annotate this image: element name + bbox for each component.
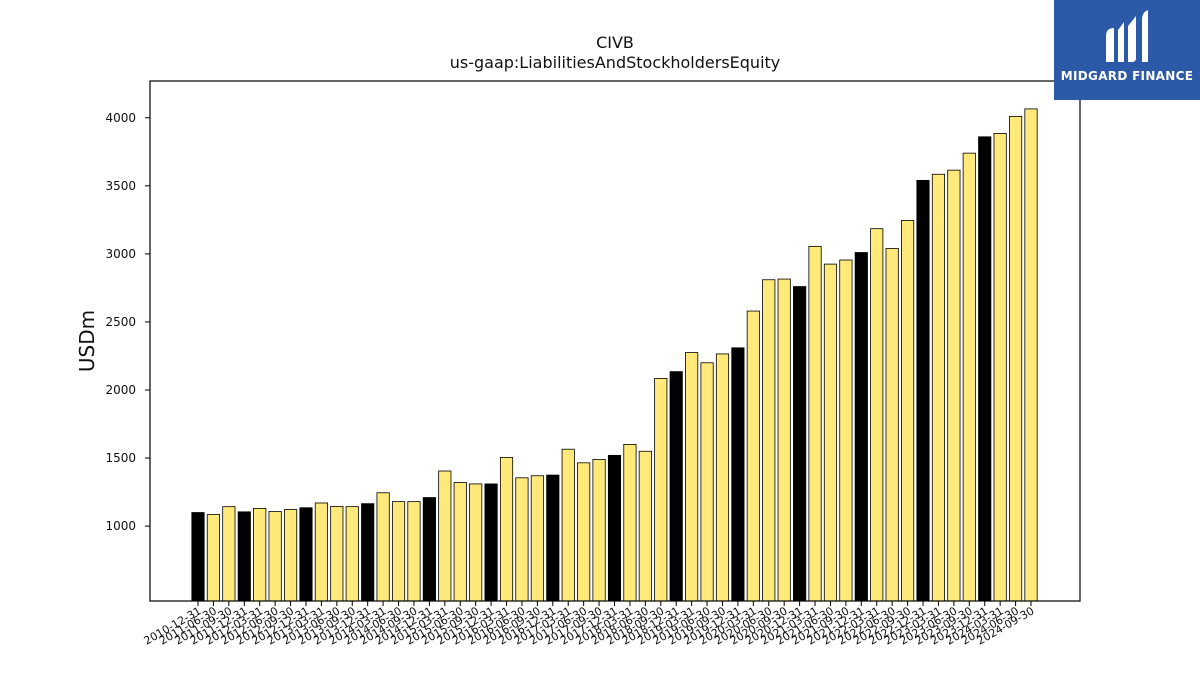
bar-2015-09-30	[469, 483, 483, 602]
y-axis-label: USDm	[75, 310, 99, 372]
bar-2018-09-30	[654, 378, 668, 602]
bar-2014-03-31	[376, 492, 390, 602]
bars-group	[191, 108, 1038, 602]
bar-2019-12-31	[731, 347, 745, 602]
chart-title: CIVB	[596, 33, 634, 52]
logo: MIDGARD FINANCE	[1054, 0, 1200, 100]
bar-2019-09-30	[715, 353, 730, 602]
bar-2017-12-31	[607, 454, 622, 602]
bar-2024-03-31	[993, 133, 1007, 602]
x-axis-ticks: 2010-12-312011-06-302011-09-302011-12-31…	[142, 601, 1037, 648]
bar-2021-12-31	[854, 252, 868, 602]
y-axis-ticks: 1000 1500 2000 2500 3000 3500 4000	[105, 111, 150, 533]
bar-2013-03-31	[314, 502, 328, 602]
bar-2010-12-31	[191, 512, 205, 602]
y-tick-label: 4000	[105, 111, 136, 125]
bar-2021-03-31	[808, 245, 822, 602]
bar-2017-06-30	[577, 462, 591, 602]
bar-2015-03-31	[438, 470, 452, 602]
bar-2011-09-30	[222, 506, 236, 602]
bar-2013-06-30	[330, 505, 344, 602]
bar-2012-12-31	[299, 507, 313, 602]
chart-subtitle: us-gaap:LiabilitiesAndStockholdersEquity	[449, 53, 781, 72]
bar-2014-12-31	[422, 497, 436, 602]
y-tick-label: 2000	[105, 383, 136, 397]
bar-2016-12-31	[546, 474, 560, 602]
bar-2019-06-30	[700, 362, 714, 602]
bar-2014-09-30	[407, 501, 421, 602]
bar-2016-09-30	[530, 475, 544, 602]
bar-2013-09-30	[345, 506, 359, 602]
bar-2018-06-30	[638, 450, 652, 602]
bar-2017-09-30	[592, 459, 606, 602]
bar-2023-12-31	[978, 136, 992, 602]
bar-2024-06-30	[1009, 115, 1023, 602]
bar-2018-12-31	[669, 371, 683, 602]
bar-2020-06-30	[762, 279, 776, 602]
bar-2023-03-31	[931, 173, 946, 602]
bar-2021-06-30	[823, 263, 838, 602]
bar-2015-06-30	[453, 482, 467, 602]
y-tick-label: 2500	[105, 315, 136, 329]
bar-2022-09-30	[901, 220, 915, 602]
bar-2022-03-31	[870, 228, 884, 602]
bar-2020-09-30	[777, 278, 791, 602]
bar-2015-12-31	[484, 483, 498, 602]
bar-2011-06-30	[206, 514, 220, 602]
bar-2024-09-30	[1024, 108, 1038, 602]
y-tick-label: 1500	[105, 451, 136, 465]
bar-2016-06-30	[515, 477, 529, 602]
bar-2012-06-30	[268, 511, 282, 602]
bar-2017-03-31	[561, 448, 575, 602]
bar-2022-06-30	[885, 248, 899, 602]
logo-text: MIDGARD FINANCE	[1060, 69, 1194, 83]
bar-2012-03-31	[253, 508, 267, 602]
bar-2016-03-31	[499, 456, 514, 602]
bar-2020-12-31	[793, 286, 807, 602]
midgard-logo-icon	[1106, 10, 1148, 62]
bar-2020-03-31	[746, 310, 760, 602]
y-tick-label: 1000	[105, 519, 136, 533]
bar-2021-09-30	[839, 259, 853, 602]
plot-frame	[149, 80, 1081, 602]
bar-2018-03-31	[623, 444, 637, 602]
bar-2023-09-30	[962, 152, 976, 602]
y-tick-label: 3500	[105, 179, 136, 193]
bar-2011-12-31	[237, 511, 251, 602]
bar-2022-12-31	[916, 179, 930, 602]
bar-2019-03-31	[685, 352, 699, 602]
bar-2013-12-31	[361, 503, 375, 602]
y-tick-label: 3000	[105, 247, 136, 261]
bar-2012-09-30	[283, 509, 298, 602]
bar-2023-06-30	[947, 169, 961, 602]
bar-2014-06-30	[391, 501, 406, 602]
